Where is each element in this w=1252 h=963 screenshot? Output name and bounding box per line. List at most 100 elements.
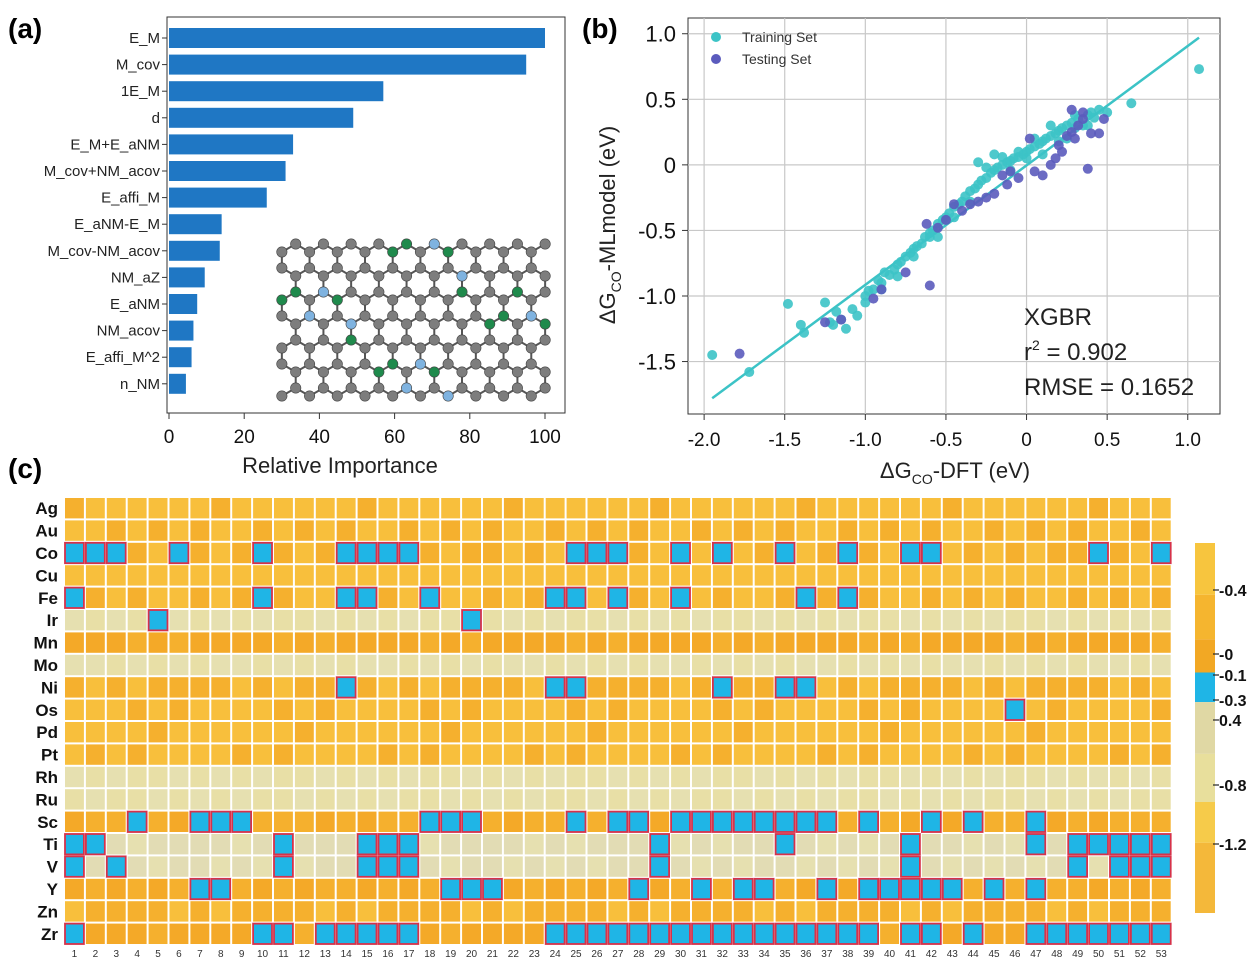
heatmap-cell [1130, 498, 1150, 519]
heatmap-cell [984, 923, 1004, 944]
heatmap-cell [85, 833, 106, 856]
heatmap-cell [692, 542, 711, 564]
heatmap-cell [1047, 542, 1067, 564]
x-tick-label: 60 [384, 427, 405, 448]
heatmap-cell [817, 632, 837, 653]
heatmap-cell [712, 922, 733, 945]
heatmap-cell [399, 811, 419, 832]
heatmap-cell [1068, 722, 1088, 743]
heatmap-cell [566, 632, 586, 653]
bar-10 [169, 294, 198, 314]
x-tick-label: -1.5 [768, 430, 801, 451]
heatmap-cell [1151, 587, 1171, 608]
heatmap-cell [190, 834, 210, 855]
column-label: 12 [299, 949, 311, 960]
heatmap-cell [901, 789, 920, 810]
row-label: Zn [37, 902, 58, 921]
heatmap-cell [65, 789, 84, 810]
heatmap-cell [649, 833, 671, 856]
heatmap-cell [817, 744, 837, 765]
column-label: 47 [1030, 949, 1042, 960]
heatmap-cell [859, 498, 879, 519]
heatmap-cell [608, 856, 628, 877]
heatmap-cell [921, 877, 942, 901]
legend-label-testing: Testing Set [742, 51, 811, 67]
heatmap-cell [524, 811, 544, 832]
heatmap-cell [880, 811, 899, 832]
heatmap-cell [148, 520, 168, 541]
heatmap-cell [441, 498, 461, 519]
heatmap-cell [127, 654, 147, 676]
heatmap-cell [984, 542, 1004, 564]
heatmap-cell [294, 610, 314, 631]
heatmap-cell [1067, 922, 1088, 945]
heatmap-cell [692, 744, 711, 765]
heatmap-cell [712, 901, 732, 922]
heatmap-cell [232, 632, 252, 653]
heatmap-cell [712, 654, 732, 676]
heatmap-cell [420, 677, 440, 698]
heatmap-cell [545, 542, 565, 564]
column-label: 3 [113, 949, 119, 960]
heatmap-cell [105, 855, 127, 878]
heatmap-cell [190, 654, 210, 676]
bar-8 [169, 240, 220, 261]
heatmap-cell [796, 901, 816, 922]
colorbar-segment [1195, 639, 1215, 673]
heatmap-cell [315, 542, 335, 564]
heatmap-cell [838, 766, 858, 788]
heatmap-cell [357, 520, 377, 541]
heatmap-cell [984, 587, 1004, 608]
heatmap-cell [315, 498, 335, 519]
heatmap-cell [963, 610, 983, 631]
heatmap-cell [629, 632, 649, 653]
heatmap-cell [754, 766, 774, 788]
heatmap-cell [671, 610, 690, 631]
training-point [1013, 146, 1024, 157]
heatmap-cell [1089, 744, 1108, 765]
heatmap-cell [1025, 833, 1047, 856]
legend-label-training: Training Set [742, 29, 817, 45]
heatmap-cell [629, 901, 649, 922]
heatmap-cell [378, 498, 398, 519]
heatmap-cell [503, 789, 523, 810]
heatmap-cell [336, 811, 356, 832]
heatmap-cell [650, 722, 670, 743]
heatmap-cell [671, 677, 690, 698]
heatmap-cell [942, 520, 962, 541]
heatmap-cell [294, 722, 314, 743]
heatmap-cell [211, 766, 231, 788]
heatmap-cell [544, 676, 566, 699]
heatmap-cell [398, 855, 420, 878]
heatmap-cell [336, 520, 356, 541]
heatmap-cell [336, 699, 356, 720]
heatmap-cell [671, 766, 690, 788]
heatmap-cell [691, 877, 712, 901]
row-label: Os [35, 701, 58, 720]
heatmap-cell [169, 654, 189, 676]
heatmap-cell [817, 856, 837, 877]
heatmap-cell [838, 744, 858, 765]
x-tick-label: 40 [309, 427, 330, 448]
heatmap-cell [1089, 789, 1108, 810]
heatmap-cell [1109, 855, 1130, 878]
heatmap-cell [357, 789, 377, 810]
heatmap-cell [253, 878, 272, 900]
heatmap-cell [775, 610, 795, 631]
heatmap-cell [712, 878, 732, 900]
heatmap-cell [357, 901, 377, 922]
heatmap-cell [1047, 498, 1067, 519]
heatmap-cell [315, 766, 335, 788]
heatmap-cell [629, 587, 649, 608]
heatmap-cell [775, 766, 795, 788]
heatmap-cell [503, 834, 523, 855]
heatmap-cell [754, 901, 774, 922]
heatmap-cell [880, 856, 899, 877]
heatmap-cell [880, 834, 899, 855]
heatmap-cell [232, 587, 252, 608]
heatmap-cell [294, 542, 314, 564]
heatmap-cell [357, 766, 377, 788]
heatmap-cell [253, 811, 272, 832]
heatmap-cell [587, 498, 607, 519]
column-label: 51 [1114, 949, 1126, 960]
